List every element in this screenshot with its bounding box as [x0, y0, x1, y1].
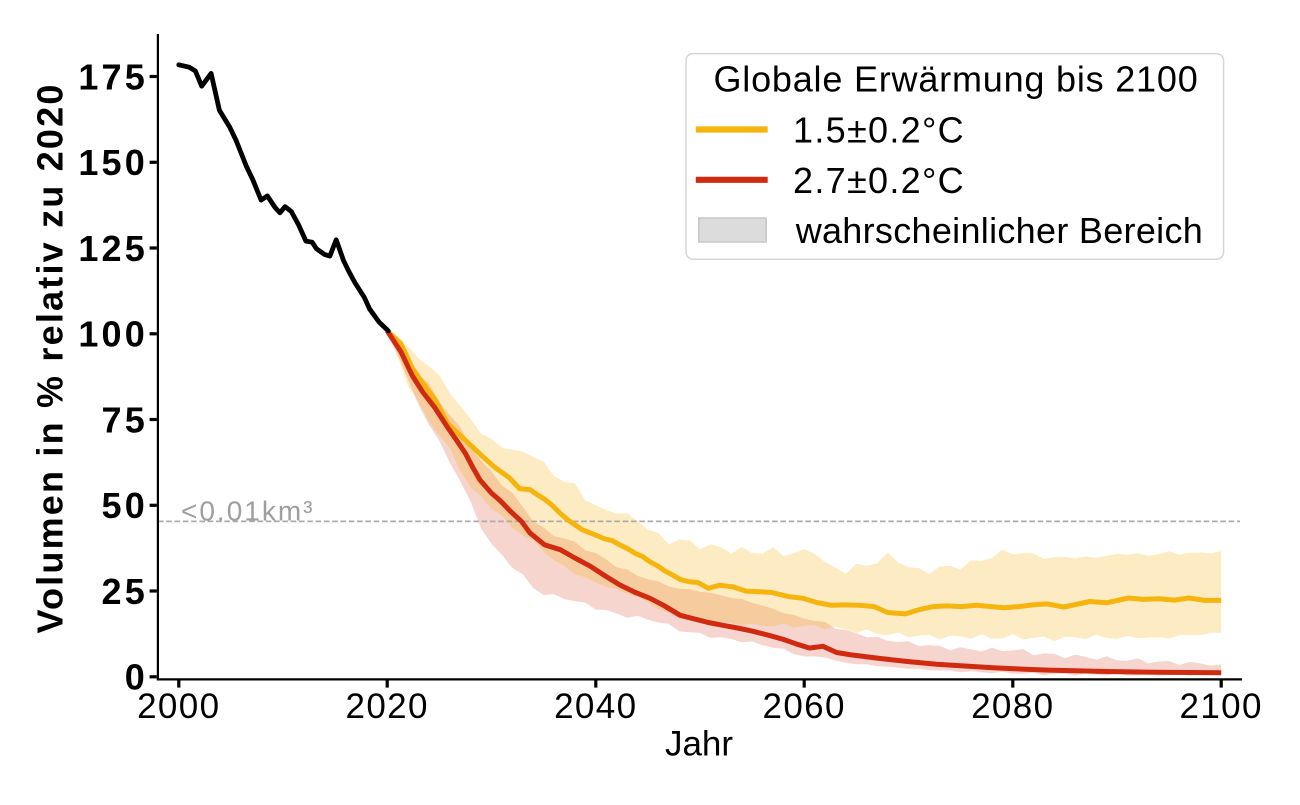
svg-text:2080: 2080	[971, 687, 1054, 726]
svg-text:2100: 2100	[1179, 687, 1262, 726]
svg-text:<0.01km³: <0.01km³	[181, 496, 315, 527]
svg-text:1.5±0.2°C: 1.5±0.2°C	[793, 110, 965, 151]
svg-text:25: 25	[102, 571, 148, 612]
svg-text:150: 150	[78, 142, 148, 183]
svg-text:175: 175	[78, 56, 148, 97]
svg-text:50: 50	[102, 485, 148, 526]
svg-text:wahrscheinlicher Bereich: wahrscheinlicher Bereich	[795, 210, 1203, 251]
svg-text:Globale Erwärmung bis 2100: Globale Erwärmung bis 2100	[713, 59, 1198, 100]
svg-text:125: 125	[78, 228, 148, 269]
svg-text:100: 100	[78, 314, 148, 355]
svg-text:2040: 2040	[554, 687, 637, 726]
svg-text:2.7±0.2°C: 2.7±0.2°C	[793, 160, 965, 201]
svg-text:2020: 2020	[345, 687, 428, 726]
svg-text:0: 0	[125, 657, 148, 698]
svg-text:Jahr: Jahr	[665, 725, 733, 764]
svg-text:2060: 2060	[762, 687, 845, 726]
svg-text:75: 75	[102, 399, 148, 440]
svg-text:Volumen in % relativ zu 2020: Volumen in % relativ zu 2020	[30, 82, 71, 633]
svg-text:2000: 2000	[137, 687, 220, 726]
